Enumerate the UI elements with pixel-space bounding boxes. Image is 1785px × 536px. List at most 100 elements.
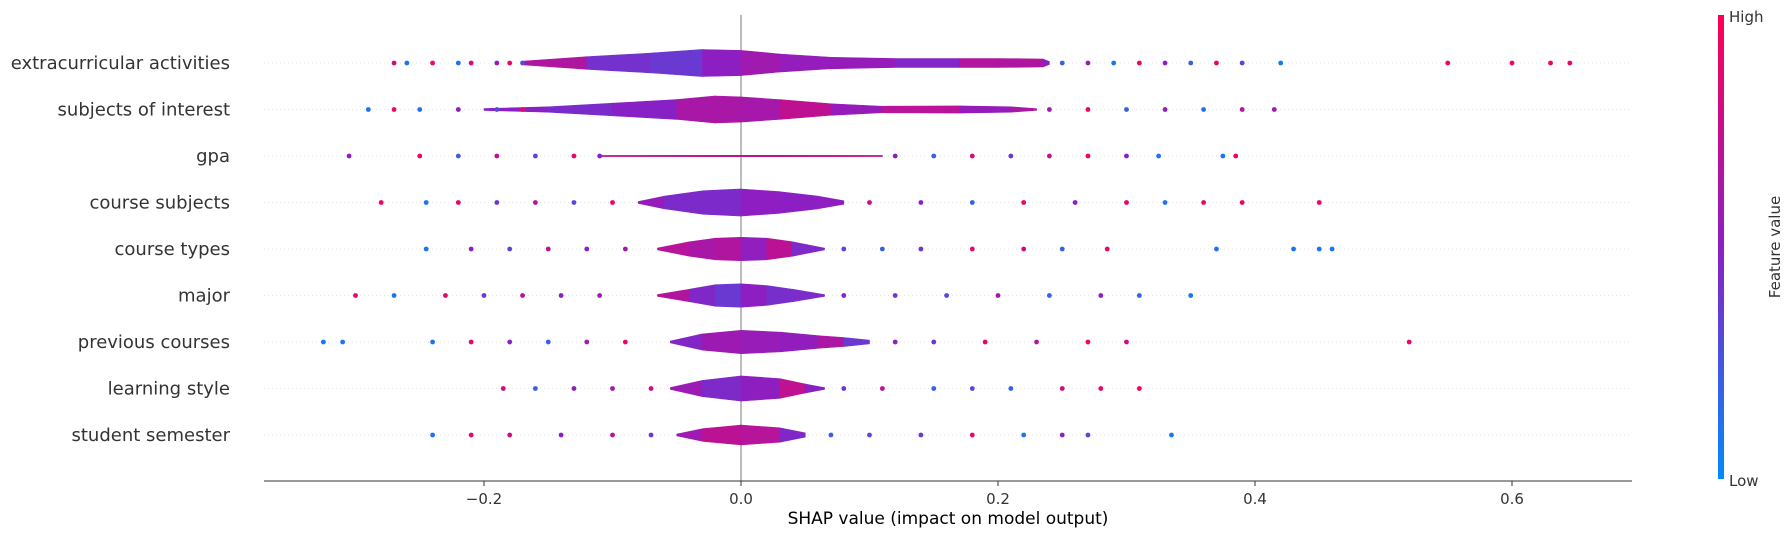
shap-point [584, 246, 590, 252]
violin-segment [817, 335, 845, 349]
shap-point [1021, 432, 1027, 438]
shap-point [346, 153, 352, 159]
shap-point [1136, 60, 1142, 66]
x-axis-ticks: −0.2 0.0 0.2 0.4 0.6 [466, 481, 1524, 508]
shap-point [1059, 432, 1065, 438]
shap-point [455, 107, 461, 112]
shap-point [995, 293, 1001, 298]
shap-point [340, 339, 346, 345]
shap-point [867, 432, 872, 438]
shap-point [423, 246, 429, 252]
shap-point [597, 153, 603, 159]
x-tick-label: −0.2 [466, 490, 502, 508]
shap-point [423, 200, 429, 205]
shap-point [520, 60, 525, 66]
shap-point [507, 432, 513, 438]
shap-point [918, 200, 924, 205]
shap-point [918, 246, 924, 252]
shap-point [931, 386, 937, 391]
shap-point [931, 339, 937, 345]
shap-point [1239, 60, 1245, 66]
shap-point [879, 386, 885, 391]
shap-point [841, 246, 847, 252]
shap-point [430, 432, 435, 438]
violin-segment [882, 105, 960, 114]
feature-label: student semester [71, 425, 230, 446]
violin-segment [792, 288, 825, 303]
shap-point [1239, 200, 1245, 205]
violin-segment [817, 195, 845, 210]
violin-segment [740, 96, 780, 123]
shap-point [430, 60, 435, 66]
violin-segment [657, 288, 690, 303]
shap-point [320, 339, 326, 345]
shap-point [1059, 60, 1065, 66]
shap-point [1316, 200, 1322, 205]
shap-point [918, 432, 924, 438]
shap-point [1214, 60, 1219, 66]
shap-point [584, 339, 590, 345]
shap-point [1034, 339, 1039, 345]
shap-point [571, 200, 577, 205]
violin-segment [670, 333, 703, 351]
feature-label: previous courses [78, 332, 230, 353]
violin-segment [792, 241, 825, 257]
shap-point [1008, 386, 1014, 391]
shap-point [1072, 200, 1078, 205]
shap-point [828, 432, 834, 438]
shap-point [468, 246, 474, 252]
shap-point [468, 339, 474, 345]
shap-point [1188, 293, 1194, 298]
shap-point [468, 432, 474, 438]
shap-point [610, 200, 615, 205]
shap-point [969, 386, 975, 391]
shap-point [391, 60, 397, 66]
shap-point [1188, 60, 1194, 66]
shap-point [500, 386, 506, 391]
shap-point [1085, 432, 1091, 438]
shap-point [1124, 200, 1129, 205]
shap-point [1239, 107, 1245, 112]
violin-segment [702, 188, 742, 217]
shap-point [841, 386, 847, 391]
shap-point [1085, 153, 1091, 159]
shap-point [931, 153, 937, 159]
shap-point [533, 200, 538, 205]
violin-segment [663, 190, 703, 215]
shap-point [1291, 246, 1296, 252]
feature-label: course types [115, 239, 230, 260]
violin-segment [702, 424, 742, 446]
shap-point [1271, 107, 1277, 112]
violin-segment [612, 99, 678, 120]
shap-point [1233, 153, 1239, 159]
shap-point [455, 200, 461, 205]
violin-segment [670, 380, 703, 397]
shap-point [1445, 60, 1451, 66]
shap-point [1124, 339, 1129, 345]
feature-label: gpa [196, 146, 230, 167]
violin-segment [740, 154, 883, 158]
shap-point [969, 200, 975, 205]
violin-segment [779, 331, 819, 353]
shap-point [533, 153, 538, 159]
feature-label: course subjects [89, 193, 230, 214]
shap-point [1156, 153, 1162, 159]
violin-segment [702, 49, 742, 77]
shap-point [622, 246, 628, 252]
violin-layer [483, 49, 1050, 446]
x-tick-label: 0.2 [986, 490, 1010, 508]
violin-segment [637, 195, 665, 210]
shap-point [545, 339, 551, 345]
shap-point [969, 153, 975, 159]
shap-point [494, 107, 500, 112]
shap-point [545, 246, 551, 252]
shap-point [1329, 246, 1335, 252]
violin-segment [740, 188, 780, 217]
violin-segment [894, 58, 960, 68]
violin-segment [740, 283, 767, 308]
shap-point [1098, 386, 1104, 391]
feature-label: major [178, 286, 231, 307]
violin-segment [547, 102, 613, 117]
shap-point [1047, 107, 1052, 112]
